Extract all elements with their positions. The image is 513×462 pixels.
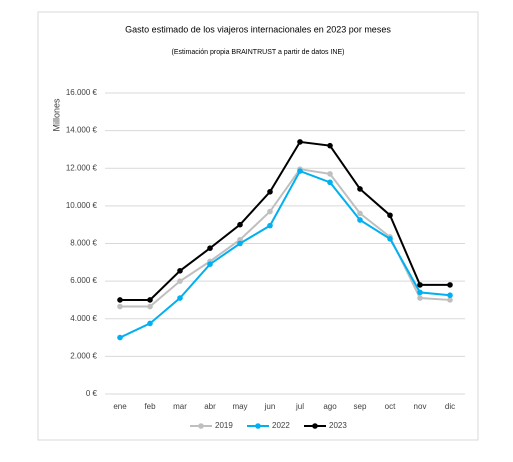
data-point bbox=[327, 179, 333, 186]
data-point bbox=[417, 295, 423, 301]
chart-subtitle: (Estimación propia BRAINTRUST a partir d… bbox=[172, 49, 345, 56]
y-tick-label: 8.000 € bbox=[70, 239, 97, 248]
y-tick-label: 2.000 € bbox=[70, 351, 97, 360]
data-point bbox=[447, 282, 453, 288]
data-point bbox=[267, 188, 273, 195]
y-tick-label: 0 € bbox=[86, 389, 98, 398]
data-point bbox=[297, 168, 303, 174]
data-point bbox=[387, 212, 393, 219]
y-tick-label: 12.000 € bbox=[66, 163, 98, 172]
series-line bbox=[120, 140, 450, 301]
legend-label: 2022 bbox=[272, 421, 290, 430]
x-tick-label: dic bbox=[445, 402, 455, 411]
data-point bbox=[387, 235, 393, 242]
data-point bbox=[207, 261, 213, 267]
data-point bbox=[147, 320, 153, 327]
data-point bbox=[147, 297, 153, 303]
x-tick-label: mar bbox=[173, 402, 187, 411]
x-tick-label: feb bbox=[144, 402, 156, 411]
y-tick-label: 4.000 € bbox=[70, 314, 97, 323]
x-tick-label: ago bbox=[323, 402, 337, 411]
data-point bbox=[177, 278, 183, 284]
x-tick-label: sep bbox=[354, 402, 367, 411]
x-tick-label: ene bbox=[113, 402, 127, 411]
data-point bbox=[357, 210, 363, 217]
data-point bbox=[417, 282, 423, 288]
data-point bbox=[117, 334, 123, 341]
y-tick-label: 16.000 € bbox=[66, 88, 98, 97]
x-tick-label: oct bbox=[385, 402, 396, 411]
x-tick-label: jul bbox=[295, 402, 304, 411]
chart-frame bbox=[37, 11, 479, 441]
data-point bbox=[447, 297, 453, 303]
data-point bbox=[357, 186, 363, 192]
legend-marker bbox=[312, 423, 318, 429]
x-tick-label: jun bbox=[264, 402, 276, 411]
data-point bbox=[327, 142, 333, 149]
data-point bbox=[177, 295, 183, 301]
data-point bbox=[357, 217, 363, 223]
data-point bbox=[417, 289, 423, 296]
y-tick-label: 6.000 € bbox=[70, 276, 97, 285]
data-point bbox=[237, 221, 243, 228]
legend-label: 2019 bbox=[215, 421, 233, 430]
legend-label: 2023 bbox=[329, 421, 347, 430]
data-point bbox=[447, 292, 453, 299]
data-point bbox=[237, 240, 243, 247]
data-point bbox=[267, 222, 273, 229]
y-tick-label: 10.000 € bbox=[66, 201, 98, 210]
data-point bbox=[327, 171, 333, 177]
x-tick-label: abr bbox=[204, 402, 216, 411]
chart-title: Gasto estimado de los viajeros internaci… bbox=[125, 24, 391, 34]
legend-marker bbox=[198, 423, 204, 429]
data-point bbox=[267, 208, 273, 215]
series-line bbox=[119, 169, 451, 339]
data-point bbox=[117, 303, 123, 310]
legend-marker bbox=[255, 423, 261, 429]
data-point bbox=[207, 245, 213, 252]
x-tick-label: nov bbox=[414, 402, 427, 411]
y-axis-label: Millones bbox=[51, 98, 61, 132]
data-point bbox=[297, 139, 303, 145]
data-point bbox=[117, 297, 123, 303]
data-point bbox=[177, 267, 183, 274]
x-tick-label: may bbox=[232, 402, 247, 411]
data-point bbox=[147, 303, 153, 310]
y-tick-label: 14.000 € bbox=[66, 126, 98, 135]
